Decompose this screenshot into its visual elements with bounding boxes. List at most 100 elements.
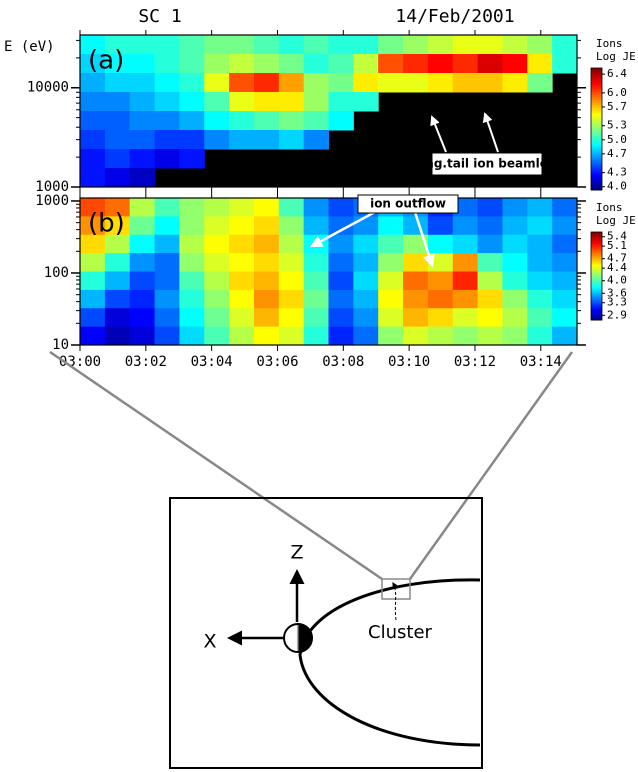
x-tick-label: 03:10 [388, 354, 430, 370]
colorbar-tick-label: 5.7 [607, 100, 627, 113]
heatmap-cell [403, 216, 429, 236]
spacecraft-label: Cluster [368, 622, 432, 643]
heatmap-cell [427, 234, 454, 254]
heatmap-cell [104, 35, 131, 55]
colorbar-tick-label: 5.1 [607, 239, 627, 252]
heatmap-cell [80, 168, 106, 188]
heatmap-cell [154, 216, 180, 236]
heatmap-cell [378, 73, 404, 93]
colorbar-step [591, 110, 602, 114]
colorbar-tick-label: 2.9 [607, 308, 627, 321]
colorbar-step [591, 76, 602, 79]
heatmap-cell [527, 289, 553, 309]
heatmap-cell [80, 130, 106, 150]
heatmap-cell [477, 54, 503, 74]
diagram-frame [169, 497, 483, 769]
heatmap-cell [80, 73, 106, 93]
heatmap-cell [552, 234, 578, 254]
heatmap-cell [154, 308, 180, 328]
heatmap-cell [328, 253, 354, 272]
heatmap-cell [378, 326, 404, 346]
colorbar-step [591, 298, 602, 300]
heatmap-cell [427, 54, 454, 74]
heatmap-cell [204, 73, 230, 93]
heatmap-cell [403, 234, 429, 254]
heatmap-cell [229, 130, 255, 150]
x-tick-label: 03:08 [322, 354, 364, 370]
header-right: 14/Feb/2001 [395, 6, 514, 27]
colorbar-step [591, 265, 602, 268]
heatmap-cell [552, 271, 578, 291]
heatmap-cell [403, 253, 429, 272]
z-label: Z [290, 542, 303, 564]
heatmap-cell [328, 198, 354, 217]
heatmap-cell [129, 111, 156, 131]
colorbar-step [591, 171, 602, 175]
annotation: mag.tail ion beamlets [413, 157, 561, 171]
heatmap-cell [80, 253, 106, 272]
heatmap-cell [204, 92, 230, 112]
colorbar-step [591, 70, 602, 73]
heatmap-cell [104, 198, 131, 217]
colorbar-step [591, 259, 602, 262]
heatmap-cell [129, 308, 156, 328]
heatmap-cell [353, 271, 379, 291]
heatmap-cell [552, 54, 578, 74]
colorbar-step [591, 287, 602, 290]
heatmap-cell [278, 111, 305, 131]
heatmap-cell [179, 308, 205, 328]
heatmap-cell [303, 271, 329, 291]
colorbar-step [591, 159, 602, 163]
heatmap-cell [253, 308, 280, 328]
heatmap-cell [229, 35, 255, 55]
heatmap-cell [328, 216, 354, 236]
heatmap-cell [204, 198, 230, 217]
colorbar-step [591, 242, 602, 245]
colorbar-frame [590, 231, 603, 321]
heatmap-cell [477, 234, 503, 254]
heatmap-cell [502, 54, 528, 74]
heatmap-cell [303, 253, 329, 272]
colorbar-step [591, 243, 602, 246]
colorbar-step [591, 236, 602, 239]
heatmap-cell [80, 35, 106, 55]
heatmap-cell [552, 289, 578, 309]
heatmap-cell [253, 92, 280, 112]
heatmap-cell [427, 308, 454, 328]
colorbar-step [591, 276, 602, 278]
colorbar-step [591, 284, 602, 287]
heatmap-cell [154, 326, 180, 346]
heatmap-cell [353, 73, 379, 93]
heatmap-cell [253, 198, 280, 217]
colorbar-step [591, 278, 602, 281]
heatmap-cell [303, 289, 329, 309]
colorbar-step [591, 249, 602, 252]
heatmap-cell [427, 289, 454, 309]
colorbar-tick-label: 4.4 [607, 261, 627, 274]
heatmap-cell [204, 253, 230, 272]
heatmap-cell [527, 198, 553, 217]
heatmap-cell [477, 271, 503, 291]
panel-label: (a) [88, 46, 124, 76]
colorbar-step [591, 122, 602, 126]
heatmap-cell [527, 271, 553, 291]
heatmap-cell [278, 35, 305, 55]
colorbar-tick-label: 4.7 [607, 252, 627, 265]
heatmap-cell [303, 35, 329, 55]
colorbar-step [591, 280, 602, 283]
heatmap-cell [229, 73, 255, 93]
colorbar-step [591, 167, 602, 171]
colorbar-step [591, 264, 602, 267]
x-tick-label: 03:04 [191, 354, 233, 370]
heatmap-cell [278, 198, 305, 217]
heatmap-cell [552, 326, 578, 346]
colorbar-step [591, 293, 602, 296]
heatmap-cell [129, 326, 156, 346]
colorbar-step [591, 104, 602, 108]
heatmap-cell [104, 73, 131, 93]
colorbar-tick-label: 4.7 [607, 147, 627, 160]
heatmap-cell [104, 92, 131, 112]
heatmap-cell [104, 130, 131, 150]
colorbar-step [591, 78, 602, 81]
heatmap-cell [278, 73, 305, 93]
